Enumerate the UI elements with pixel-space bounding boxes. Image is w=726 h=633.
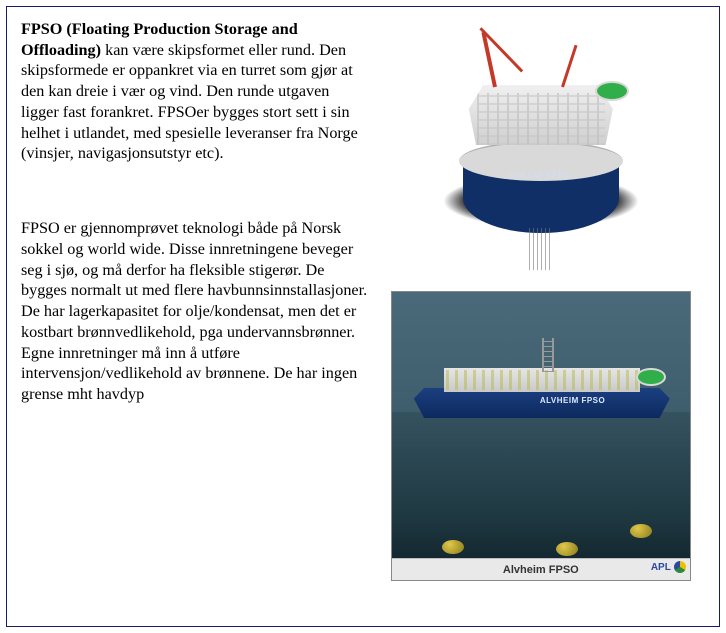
subsea-buoy	[442, 540, 464, 554]
hull-label: GOLIAT FPSO	[509, 171, 570, 180]
figure-caption: Alvheim FPSO	[503, 564, 579, 576]
image-column: GOLIAT FPSO ALVHEIM FPSO	[377, 19, 705, 614]
subsea-buoy	[556, 542, 578, 556]
figure-caption-bar: Alvheim FPSO APL	[392, 558, 690, 580]
subsea-buoy	[630, 524, 652, 538]
helideck-icon	[595, 81, 629, 101]
apl-logo-icon	[674, 561, 686, 573]
riser-lines	[529, 228, 553, 270]
apl-logo-text: APL	[651, 562, 671, 573]
ship: ALVHEIM FPSO	[414, 362, 670, 418]
ship-name-label: ALVHEIM FPSO	[540, 396, 605, 405]
crane-icon	[561, 45, 577, 88]
document-frame: FPSO (Floating Production Storage and Of…	[6, 6, 720, 627]
text-column: FPSO (Floating Production Storage and Of…	[21, 19, 377, 614]
figure-cylindrical-fpso: GOLIAT FPSO	[391, 23, 691, 273]
topsides-module	[469, 85, 613, 145]
apl-logo: APL	[651, 561, 686, 573]
paragraph-1: FPSO (Floating Production Storage and Of…	[21, 19, 369, 164]
crane-icon	[481, 32, 497, 88]
figure-ship-fpso: ALVHEIM FPSO Alvheim FPSO APL	[391, 291, 691, 581]
paragraph-2: FPSO er gjennomprøvet teknologi både på …	[21, 218, 369, 405]
helideck-icon	[636, 368, 666, 386]
derrick-icon	[542, 338, 554, 372]
